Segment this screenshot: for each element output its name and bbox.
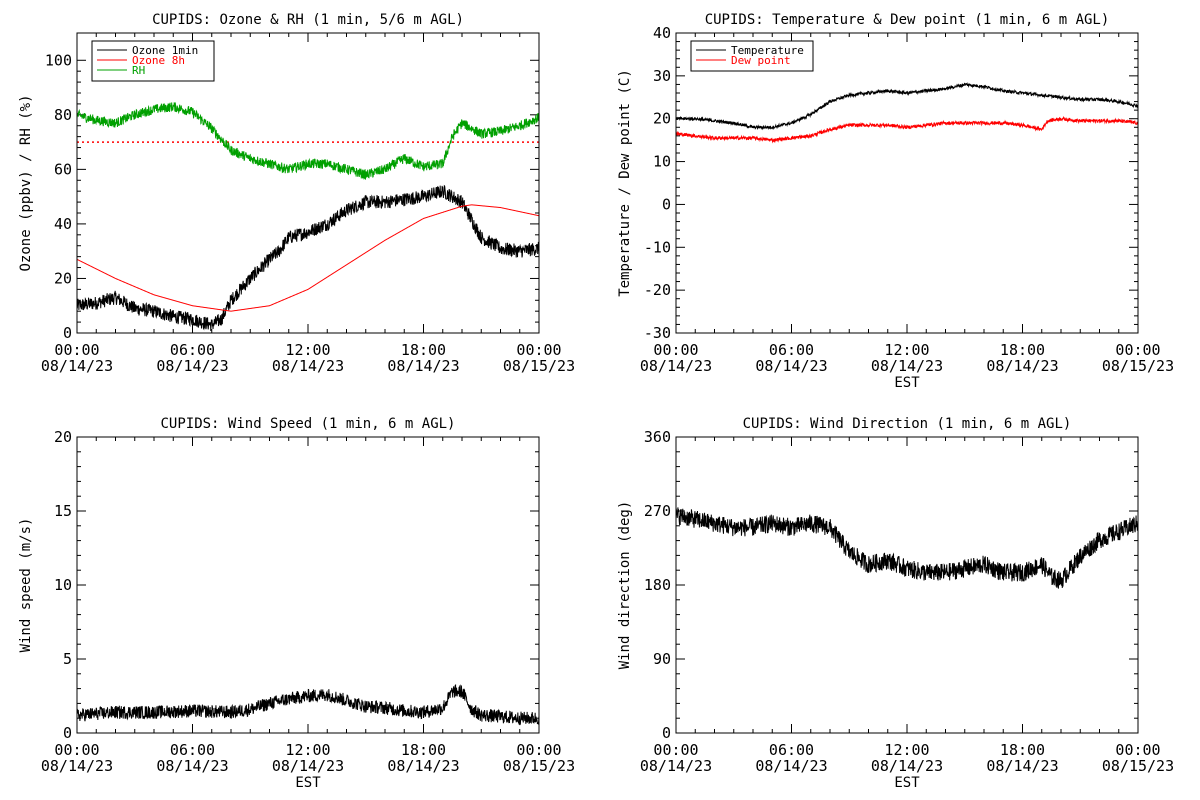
x-tick-label: 00:00 08/15/23 (1102, 341, 1174, 375)
x-tick-label: 06:00 08/14/23 (755, 341, 827, 375)
x-axis-label: EST (894, 775, 920, 791)
x-tick-label: 18:00 08/14/23 (986, 741, 1058, 775)
y-tick-label: 40 (54, 215, 72, 233)
x-axis-label: EST (295, 775, 321, 791)
chart-panel-2: CUPIDS: Temperature & Dew point (1 min, … (617, 12, 1174, 391)
x-tick-label: 06:00 08/14/23 (156, 741, 228, 775)
x-tick-label: 18:00 08/14/23 (387, 341, 459, 375)
series-line-main (76, 684, 540, 726)
y-tick-label: 100 (45, 51, 72, 69)
chart-title: CUPIDS: Temperature & Dew point (1 min, … (705, 12, 1110, 28)
y-tick-label: 0 (63, 324, 72, 342)
y-tick-label: 20 (653, 110, 671, 128)
legend-label: Dew point (731, 54, 791, 67)
y-tick-label: 10 (54, 576, 72, 594)
y-axis-label: Wind speed (m/s) (18, 518, 34, 653)
series-line-temperature (675, 81, 1139, 131)
y-tick-label: 5 (63, 650, 72, 668)
plot-frame (76, 436, 540, 734)
x-tick-label: 00:00 08/14/23 (640, 341, 712, 375)
y-tick-label: -30 (644, 324, 671, 342)
x-tick-label: 00:00 08/14/23 (41, 341, 113, 375)
legend-box (91, 40, 215, 82)
y-tick-label: 0 (662, 195, 671, 213)
x-tick-label: 00:00 08/14/23 (640, 741, 712, 775)
legend-label: Temperature (731, 44, 804, 57)
y-tick-label: 0 (63, 724, 72, 742)
plot-frame (76, 32, 540, 334)
legend-label: RH (132, 64, 145, 77)
x-tick-label: 12:00 08/14/23 (272, 741, 344, 775)
legend-label: Ozone 1min (132, 44, 198, 57)
y-tick-label: 20 (54, 269, 72, 287)
x-tick-label: 06:00 08/14/23 (755, 741, 827, 775)
y-tick-label: 15 (54, 502, 72, 520)
y-tick-label: 80 (54, 106, 72, 124)
plot-frame (675, 32, 1139, 334)
y-tick-label: 10 (653, 153, 671, 171)
y-tick-label: 360 (644, 428, 671, 446)
plot-frame (675, 436, 1139, 734)
chart-title: CUPIDS: Wind Speed (1 min, 6 m AGL) (160, 416, 455, 432)
series-line-ozone-1min (76, 184, 540, 331)
y-tick-label: 40 (653, 24, 671, 42)
legend-box (690, 40, 814, 72)
x-tick-label: 00:00 08/15/23 (503, 341, 575, 375)
x-tick-label: 12:00 08/14/23 (871, 741, 943, 775)
y-tick-label: 180 (644, 576, 671, 594)
x-tick-label: 18:00 08/14/23 (387, 741, 459, 775)
x-tick-label: 12:00 08/14/23 (272, 341, 344, 375)
x-tick-label: 00:00 08/15/23 (503, 741, 575, 775)
y-tick-label: 270 (644, 502, 671, 520)
y-tick-label: 90 (653, 650, 671, 668)
y-axis-label: Temperature / Dew point (C) (617, 69, 633, 297)
chart-panel-4: CUPIDS: Wind Direction (1 min, 6 m AGL) 0… (617, 416, 1174, 791)
y-tick-label: 20 (54, 428, 72, 446)
y-tick-label: 60 (54, 160, 72, 178)
series-line-main (675, 507, 1139, 589)
x-tick-label: 06:00 08/14/23 (156, 341, 228, 375)
series-line-rh (76, 102, 540, 180)
x-tick-label: 00:00 08/14/23 (41, 741, 113, 775)
series-line-ozone-8h (76, 204, 540, 312)
x-tick-label: 12:00 08/14/23 (871, 341, 943, 375)
legend-label: Ozone 8h (132, 54, 185, 67)
y-tick-label: -20 (644, 281, 671, 299)
chart-panel-1: CUPIDS: Ozone & RH (1 min, 5/6 m AGL) 0 20… (18, 12, 575, 375)
chart-title: CUPIDS: Ozone & RH (1 min, 5/6 m AGL) (152, 12, 464, 28)
x-tick-label: 00:00 08/15/23 (1102, 741, 1174, 775)
y-tick-label: -10 (644, 238, 671, 256)
chart-panel-3: CUPIDS: Wind Speed (1 min, 6 m AGL) 0 5 10 1… (18, 416, 575, 791)
y-axis-label: Ozone (ppbv) / RH (%) (18, 94, 34, 271)
x-axis-label: EST (894, 375, 920, 391)
y-tick-label: 0 (662, 724, 671, 742)
y-tick-label: 30 (653, 67, 671, 85)
y-axis-label: Wind direction (deg) (617, 501, 633, 670)
series-line-dew-point (675, 115, 1139, 144)
chart-title: CUPIDS: Wind Direction (1 min, 6 m AGL) (743, 416, 1072, 432)
x-tick-label: 18:00 08/14/23 (986, 341, 1058, 375)
